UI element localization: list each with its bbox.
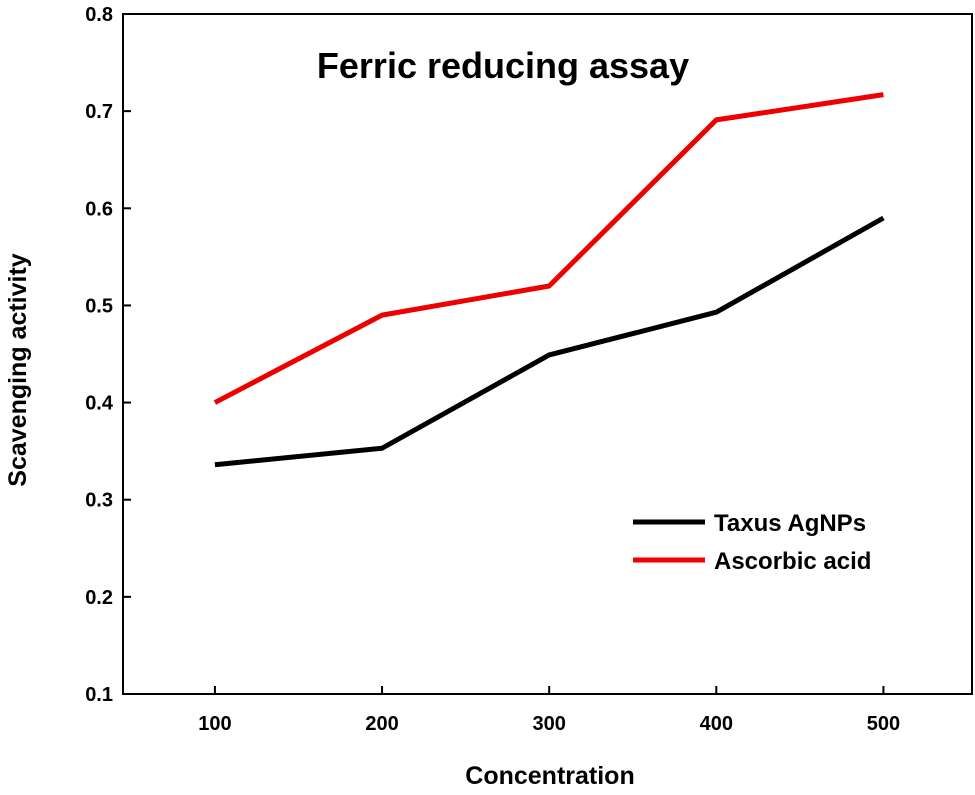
y-tick-label: 0.2: [85, 587, 113, 609]
plot-frame: [122, 13, 973, 695]
chart-title: Ferric reducing assay: [317, 45, 689, 86]
y-tick-label: 0.7: [85, 101, 113, 123]
y-tick-label: 0.8: [85, 4, 113, 26]
x-tick-label: 200: [365, 713, 398, 735]
legend-label: Ascorbic acid: [714, 548, 871, 575]
x-tick-label: 400: [700, 713, 733, 735]
x-tick-label: 100: [198, 713, 231, 735]
y-tick-label: 0.1: [85, 684, 113, 706]
legend-label: Taxus AgNPs: [714, 510, 866, 537]
y-axis-label: Scavenging activity: [4, 253, 32, 487]
y-tick-label: 0.4: [85, 393, 114, 415]
y-tick-label: 0.3: [85, 490, 113, 512]
x-axis-label: Concentration: [465, 762, 634, 790]
y-tick-label: 0.5: [85, 295, 113, 317]
series-line-ascorbic-acid: [213, 92, 884, 405]
series-line-taxus-agnps: [214, 215, 885, 468]
x-tick-label: 500: [867, 713, 900, 735]
legend: Taxus AgNPs Ascorbic acid: [633, 510, 871, 575]
x-tick-label: 300: [532, 713, 565, 735]
y-tick-label: 0.6: [85, 198, 113, 220]
